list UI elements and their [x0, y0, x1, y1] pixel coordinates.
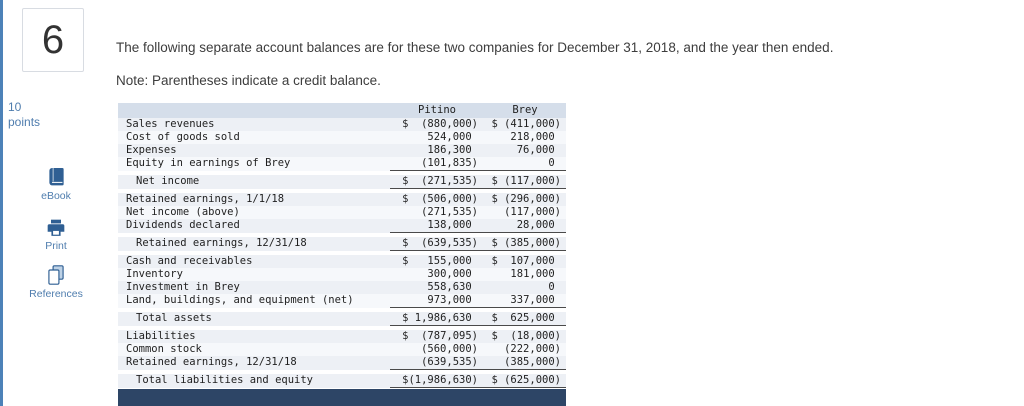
question-number: 6 — [41, 17, 65, 62]
table-header-brey: Brey — [512, 104, 538, 116]
brey-value: 76,000 — [516, 144, 561, 156]
row-label: Land, buildings, and equipment (net) — [126, 294, 354, 306]
pitino-value: (560,000) — [421, 343, 478, 355]
brey-value: $ 625,000 — [484, 312, 566, 326]
table-header-row: Pitino Brey — [118, 103, 566, 118]
row-label: Retained earnings, 1/1/18 — [126, 193, 285, 205]
brey-value: 218,000 — [510, 131, 561, 143]
references-icon — [10, 264, 102, 286]
table-header-pitino: Pitino — [418, 104, 456, 116]
row-label: Cash and receivables — [126, 255, 253, 267]
table-row: Retained earnings, 1/1/18 $ (506,000) $ … — [118, 193, 566, 206]
references-label: References — [29, 288, 83, 300]
table-header-spacer — [118, 103, 390, 118]
row-label: Net income (above) — [126, 206, 240, 218]
row-label: Dividends declared — [126, 219, 240, 231]
table-row: Net income (above) (271,535) (117,000) — [118, 206, 566, 219]
brey-value: (222,000) — [504, 343, 561, 355]
table-row: Expenses 186,300 76,000 — [118, 144, 566, 157]
brey-value: $ (18,000) — [491, 330, 561, 342]
table-row: Land, buildings, and equipment (net) 973… — [118, 294, 566, 308]
pitino-value: 300,000 — [427, 268, 478, 280]
row-label: Investment in Brey — [126, 281, 240, 293]
pitino-value: $ (639,535) — [390, 237, 484, 251]
points-indicator: 10 points — [8, 100, 40, 130]
brey-value: 181,000 — [510, 268, 561, 280]
pitino-value: 186,300 — [427, 144, 478, 156]
ebook-button[interactable]: eBook — [10, 166, 102, 202]
pitino-value: (271,535) — [421, 206, 478, 218]
row-label: Total assets — [136, 312, 212, 324]
table-row: Cost of goods sold 524,000 218,000 — [118, 131, 566, 144]
pitino-value: $(1,986,630) — [390, 374, 484, 388]
table-row-retained-earnings-total: Retained earnings, 12/31/18 $ (639,535) … — [118, 237, 566, 251]
pitino-value: $ 155,000 — [402, 255, 478, 267]
row-label: Sales revenues — [126, 118, 215, 130]
pitino-value: $ (506,000) — [402, 193, 478, 205]
row-label: Expenses — [126, 144, 177, 156]
table-row: Investment in Brey 558,630 0 — [118, 281, 566, 294]
pitino-value: 524,000 — [427, 131, 478, 143]
row-label: Equity in earnings of Brey — [126, 157, 291, 169]
brey-value: $ (625,000) — [484, 374, 566, 388]
table-row: Retained earnings, 12/31/18 (639,535) (3… — [118, 356, 566, 370]
brey-value: (117,000) — [504, 206, 561, 218]
table-row-total-liabilities-equity: Total liabilities and equity $(1,986,630… — [118, 374, 566, 388]
brey-value: $ 107,000 — [491, 255, 561, 267]
brey-value: 337,000 — [484, 294, 566, 308]
row-label: Net income — [136, 175, 200, 187]
table-row: Sales revenues $ (880,000) $ (411,000) — [118, 118, 566, 131]
ebook-icon — [10, 166, 102, 188]
brey-value: $ (411,000) — [491, 118, 561, 130]
left-edge-accent — [0, 0, 3, 406]
pitino-value: 138,000 — [390, 219, 484, 233]
row-label: Inventory — [126, 268, 183, 280]
pitino-value: 558,630 — [427, 281, 478, 293]
ebook-label: eBook — [41, 190, 71, 202]
pitino-value: $ 1,986,630 — [390, 312, 484, 326]
pitino-value: $ (271,535) — [390, 175, 484, 189]
pitino-value: $ (787,095) — [402, 330, 478, 342]
table-row-net-income: Net income $ (271,535) $ (117,000) — [118, 175, 566, 189]
balances-table: Pitino Brey Sales revenues $ (880,000) $… — [118, 103, 566, 392]
brey-value: (385,000) — [484, 356, 566, 370]
row-label: Retained earnings, 12/31/18 — [126, 356, 297, 368]
pitino-value: (101,835) — [390, 157, 484, 171]
brey-value: 0 — [484, 157, 566, 171]
table-row: Liabilities $ (787,095) $ (18,000) — [118, 330, 566, 343]
points-label: points — [8, 115, 41, 129]
table-row: Equity in earnings of Brey (101,835) 0 — [118, 157, 566, 171]
brey-value: $ (296,000) — [491, 193, 561, 205]
brey-value: $ (385,000) — [484, 237, 566, 251]
section-divider-bar — [118, 389, 566, 406]
brey-value: $ (117,000) — [484, 175, 566, 189]
table-row: Common stock (560,000) (222,000) — [118, 343, 566, 356]
question-note-text: Note: Parentheses indicate a credit bala… — [116, 73, 381, 88]
references-button[interactable]: References — [10, 264, 102, 300]
table-row: Dividends declared 138,000 28,000 — [118, 219, 566, 233]
print-label: Print — [45, 240, 67, 252]
row-label: Liabilities — [126, 330, 196, 342]
pitino-value: 973,000 — [390, 294, 484, 308]
brey-value: 0 — [548, 281, 561, 293]
table-row: Inventory 300,000 181,000 — [118, 268, 566, 281]
question-number-box: 6 — [22, 8, 84, 72]
print-button[interactable]: Print — [10, 216, 102, 252]
pitino-value: (639,535) — [390, 356, 484, 370]
brey-value: 28,000 — [484, 219, 566, 233]
row-label: Total liabilities and equity — [136, 374, 314, 386]
row-label: Cost of goods sold — [126, 131, 240, 143]
points-value: 10 — [8, 100, 22, 114]
pitino-value: $ (880,000) — [402, 118, 478, 130]
table-row-total-assets: Total assets $ 1,986,630 $ 625,000 — [118, 312, 566, 326]
table-row: Cash and receivables $ 155,000 $ 107,000 — [118, 255, 566, 268]
question-intro-text: The following separate account balances … — [116, 40, 834, 55]
row-label: Retained earnings, 12/31/18 — [136, 237, 307, 249]
row-label: Common stock — [126, 343, 202, 355]
print-icon — [10, 216, 102, 238]
